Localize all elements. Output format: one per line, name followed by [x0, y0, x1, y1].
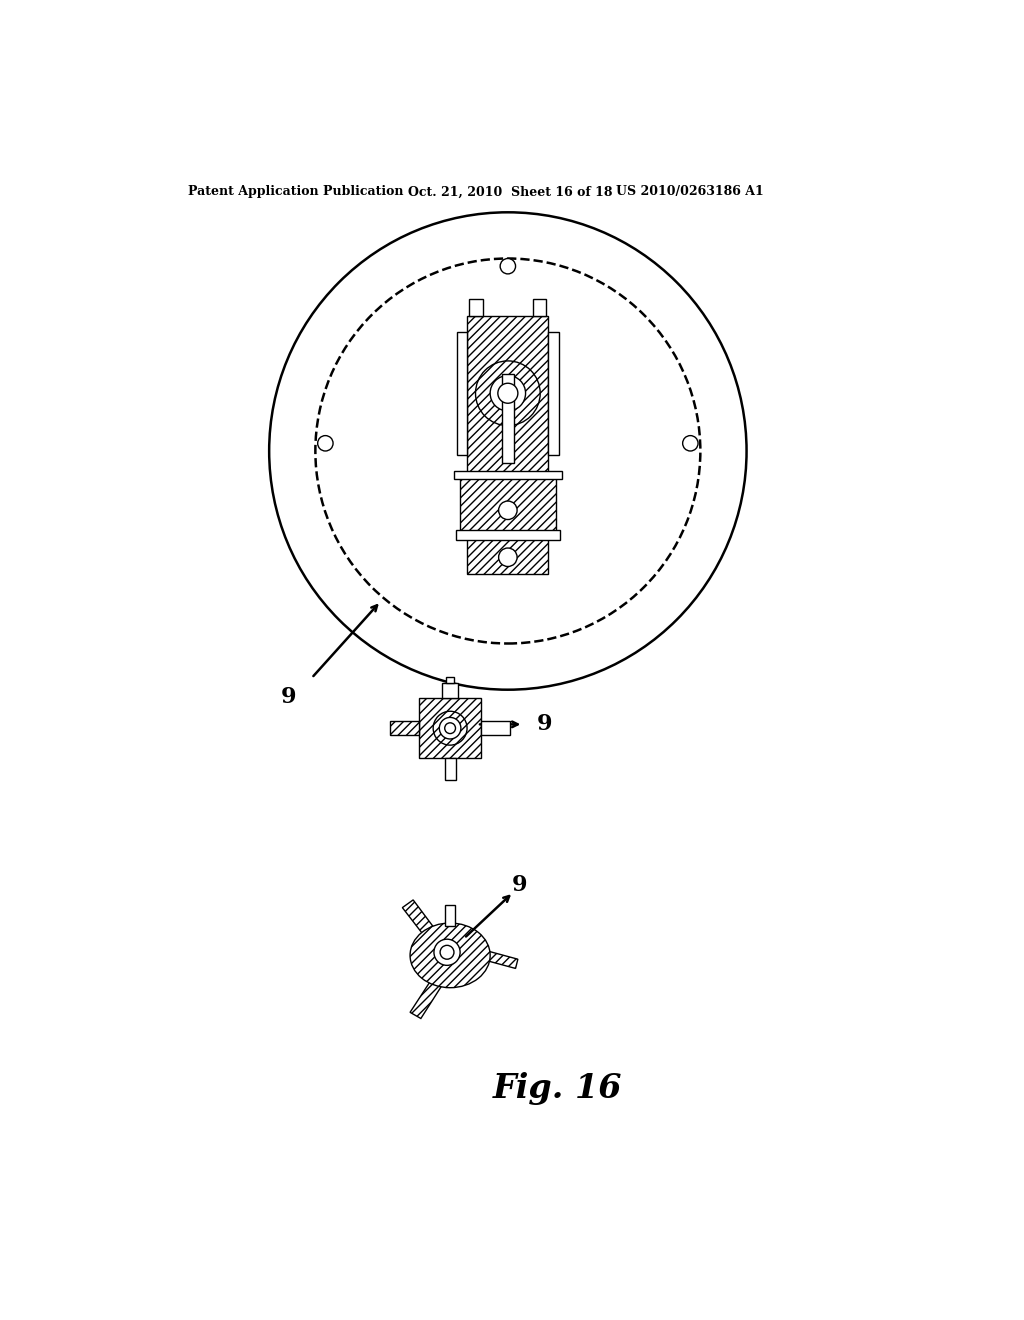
- Bar: [446, 677, 454, 682]
- Text: Patent Application Publication: Patent Application Publication: [188, 185, 403, 198]
- Bar: [502, 374, 514, 462]
- Polygon shape: [410, 977, 444, 1019]
- Bar: [467, 532, 548, 574]
- Text: Oct. 21, 2010  Sheet 16 of 18: Oct. 21, 2010 Sheet 16 of 18: [408, 185, 612, 198]
- Circle shape: [499, 502, 517, 520]
- Bar: [460, 474, 556, 532]
- Circle shape: [317, 436, 333, 451]
- Circle shape: [444, 723, 456, 734]
- Bar: [457, 331, 467, 455]
- Circle shape: [498, 383, 518, 404]
- Circle shape: [434, 940, 460, 965]
- Bar: [481, 721, 510, 735]
- Text: 9: 9: [281, 686, 296, 709]
- Bar: [390, 721, 419, 735]
- Text: 9: 9: [537, 713, 552, 735]
- Circle shape: [269, 213, 746, 689]
- Text: 9: 9: [512, 874, 527, 895]
- Circle shape: [439, 718, 461, 739]
- Bar: [444, 904, 455, 927]
- Bar: [456, 531, 560, 540]
- Polygon shape: [402, 900, 438, 941]
- Circle shape: [683, 436, 698, 451]
- Circle shape: [490, 375, 525, 411]
- Bar: [444, 758, 456, 780]
- Circle shape: [500, 259, 515, 275]
- Bar: [467, 317, 548, 474]
- Circle shape: [440, 945, 454, 960]
- Bar: [454, 471, 562, 479]
- Bar: [419, 698, 481, 758]
- Circle shape: [499, 548, 517, 566]
- Bar: [532, 300, 547, 317]
- Ellipse shape: [433, 711, 467, 744]
- Ellipse shape: [410, 923, 490, 987]
- Bar: [469, 300, 483, 317]
- Text: US 2010/0263186 A1: US 2010/0263186 A1: [615, 185, 764, 198]
- Text: Fig. 16: Fig. 16: [494, 1072, 623, 1105]
- Bar: [548, 331, 559, 455]
- Bar: [442, 682, 458, 698]
- Polygon shape: [478, 949, 518, 969]
- Ellipse shape: [475, 360, 541, 425]
